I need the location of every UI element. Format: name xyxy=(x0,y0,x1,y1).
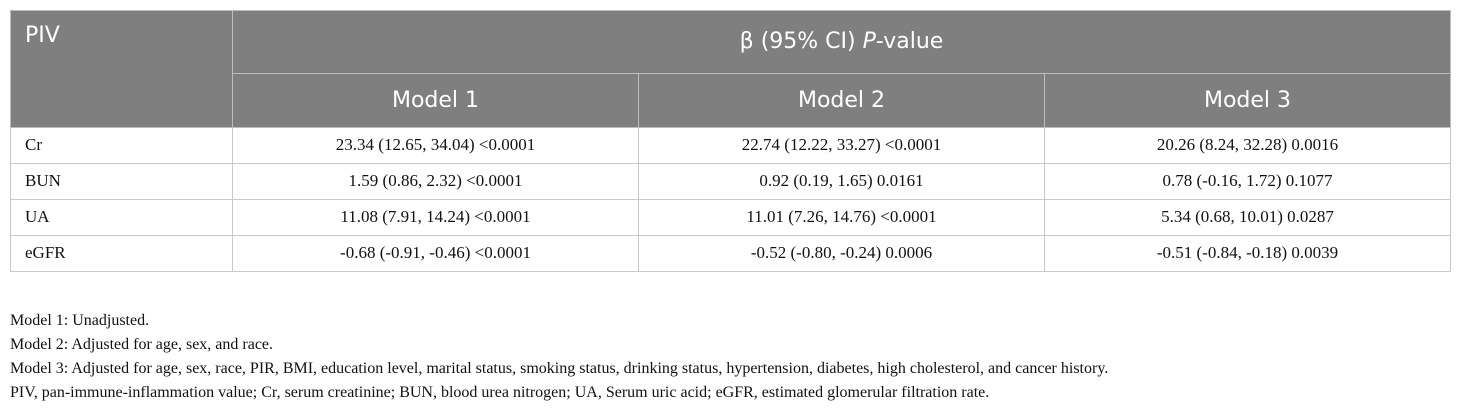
footnote-model-3: Model 3: Adjusted for age, sex, race, PI… xyxy=(10,360,1109,377)
footnote-abbreviations: PIV, pan-immune-inflammation value; Cr, … xyxy=(10,384,990,401)
header-beta-ci-pvalue: β (95% CI) P-value xyxy=(232,10,1451,74)
header-row-1: PIV β (95% CI) P-value xyxy=(10,10,1451,74)
header-model-3: Model 3 xyxy=(1044,72,1451,128)
row-label: BUN xyxy=(10,162,233,200)
results-table: PIV β (95% CI) P-value Model 1 Model 2 M… xyxy=(10,10,1451,272)
cell-model-1: 11.08 (7.91, 14.24) <0.0001 xyxy=(232,198,639,236)
cell-model-2: 11.01 (7.26, 14.76) <0.0001 xyxy=(638,198,1045,236)
table-row: Cr 23.34 (12.65, 34.04) <0.0001 22.74 (1… xyxy=(10,126,1451,164)
header-model-1: Model 1 xyxy=(232,72,639,128)
row-label: eGFR xyxy=(10,234,233,272)
cell-model-3: 0.78 (-0.16, 1.72) 0.1077 xyxy=(1044,162,1451,200)
table-row: eGFR -0.68 (-0.91, -0.46) <0.0001 -0.52 … xyxy=(10,234,1451,272)
cell-model-1: 23.34 (12.65, 34.04) <0.0001 xyxy=(232,126,639,164)
row-label: Cr xyxy=(10,126,233,164)
cell-model-2: 22.74 (12.22, 33.27) <0.0001 xyxy=(638,126,1045,164)
header-span-suffix: -value xyxy=(875,29,944,55)
header-piv: PIV xyxy=(10,10,233,73)
cell-model-3: 5.34 (0.68, 10.01) 0.0287 xyxy=(1044,198,1451,236)
cell-model-1: 1.59 (0.86, 2.32) <0.0001 xyxy=(232,162,639,200)
table-footnotes: Model 1: Unadjusted. Model 2: Adjusted f… xyxy=(10,309,1450,405)
header-span-prefix: β (95% CI) xyxy=(739,29,863,55)
footnote-model-1: Model 1: Unadjusted. xyxy=(10,312,150,329)
table-row: BUN 1.59 (0.86, 2.32) <0.0001 0.92 (0.19… xyxy=(10,162,1451,200)
header-piv-blank xyxy=(10,73,233,128)
cell-model-3: -0.51 (-0.84, -0.18) 0.0039 xyxy=(1044,234,1451,272)
cell-model-3: 20.26 (8.24, 32.28) 0.0016 xyxy=(1044,126,1451,164)
cell-model-1: -0.68 (-0.91, -0.46) <0.0001 xyxy=(232,234,639,272)
table-row: UA 11.08 (7.91, 14.24) <0.0001 11.01 (7.… xyxy=(10,198,1451,236)
header-model-2: Model 2 xyxy=(638,72,1045,128)
row-label: UA xyxy=(10,198,233,236)
header-row-2: Model 1 Model 2 Model 3 xyxy=(10,72,1451,128)
cell-model-2: 0.92 (0.19, 1.65) 0.0161 xyxy=(638,162,1045,200)
results-table-container: PIV β (95% CI) P-value Model 1 Model 2 M… xyxy=(10,10,1451,272)
cell-model-2: -0.52 (-0.80, -0.24) 0.0006 xyxy=(638,234,1045,272)
footnote-model-2: Model 2: Adjusted for age, sex, and race… xyxy=(10,336,274,353)
header-span-italic: P xyxy=(862,29,876,55)
